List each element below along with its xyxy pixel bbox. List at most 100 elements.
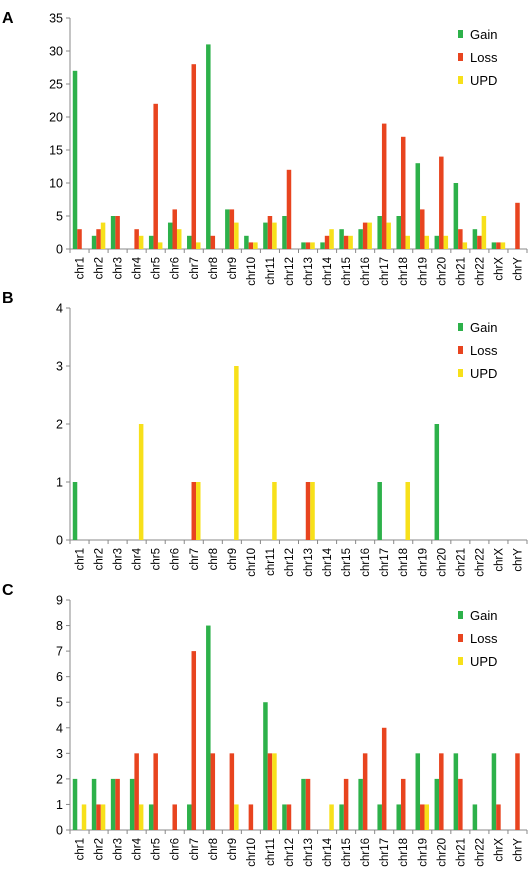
x-tick-label: chr16 [360,548,372,577]
bar-gain [263,702,268,830]
legend-label-loss: Loss [470,343,498,358]
bar-upd [138,804,144,830]
y-tick-label: 30 [49,45,63,59]
x-tick-label: chr14 [322,547,334,576]
bar-upd [310,242,315,249]
bar-gain [434,235,440,249]
legend-swatch-loss [458,346,463,354]
bar-loss [381,727,387,830]
bar-gain [206,44,211,250]
x-tick-label: chr3 [113,257,125,279]
y-tick-label: 3 [56,360,63,374]
bar-loss [229,209,235,249]
bar-upd [424,804,430,830]
x-tick-label: chr6 [170,257,182,279]
bar-loss [210,235,216,249]
bar-gain [472,229,478,249]
legend-swatch-gain [458,30,463,38]
x-tick-label: chr9 [227,838,239,860]
x-tick-label: chr16 [360,257,372,286]
bar-loss [343,235,349,249]
bar-upd [196,242,201,249]
bar-loss [458,229,463,249]
x-tick-label: chr7 [189,548,201,570]
bar-upd [405,482,410,540]
x-tick-label: chr22 [474,838,486,867]
bar-gain [339,804,344,830]
bar-upd [272,482,277,540]
x-tick-label: chr14 [322,837,334,866]
y-tick-label: 5 [56,696,63,710]
bar-upd [234,804,239,830]
bar-gain [396,216,401,249]
x-tick-label: chr12 [284,548,296,577]
y-tick-label: 6 [56,670,63,684]
x-tick-label: chr20 [436,548,448,577]
bar-loss [286,169,292,249]
bar-upd [424,235,430,249]
bar-gain [72,482,78,540]
bar-gain [187,235,192,249]
bar-upd [367,222,372,249]
bar-upd [500,242,506,249]
bar-gain [491,242,497,249]
x-tick-label: chr21 [455,838,467,867]
bar-loss [153,103,158,249]
x-tick-label: chr4 [132,256,144,279]
bar-loss [115,216,120,249]
bar-gain [377,216,382,249]
bar-loss [458,778,463,830]
x-tick-label: chr2 [94,838,106,860]
y-tick-label: 2 [56,772,63,786]
x-tick-label: chr6 [170,548,182,570]
y-tick-label: 15 [49,144,63,158]
chart-panel-a: 0 5 10 15 20 25 30 35 chr1 chr2 chr3 chr4 chr5 chr6 ch… [49,12,528,286]
bar-upd [329,804,334,830]
bar-gain [282,216,287,249]
bar-gain [282,804,287,830]
bar-gain [377,804,382,830]
chart-panel-b: 0 1 2 3 4 chr1 chr2 chr3 chr4 chr5 chr6 chr7 chr8 chr… [56,302,528,577]
bar-loss [496,804,501,830]
y-tick-label: 20 [49,111,63,125]
y-tick-label: 35 [49,12,63,26]
bar-loss [362,222,368,249]
bar-upd [196,482,201,540]
bar-loss [134,753,139,830]
panel-label-a: A [2,10,14,27]
x-tick-label: chr5 [151,548,163,570]
bar-upd [405,235,410,249]
bar-gain [129,778,135,830]
bar-loss [286,804,292,830]
x-tick-label: chr13 [303,257,315,286]
x-tick-label: chr19 [417,838,429,867]
legend-label-loss: Loss [470,50,498,65]
bar-loss [515,753,520,830]
x-tick-label: chr13 [303,548,315,577]
x-tick-label: chr10 [246,838,258,867]
bar-loss [515,202,520,249]
bar-gain [110,216,116,249]
bar-gain [415,753,421,830]
bar-loss [362,753,368,830]
x-tick-label: chr18 [398,838,410,867]
bar-loss [305,242,311,249]
bar-loss [77,229,82,249]
x-tick-label: chrY [512,257,524,281]
bar-gain [244,235,249,249]
bar-upd [100,804,106,830]
x-tick-label: chr18 [398,257,410,286]
bar-loss [496,242,501,249]
bar-gain [110,778,116,830]
y-tick-label: 10 [49,177,63,191]
bar-loss [324,235,330,249]
x-tick-label: chr10 [246,257,258,286]
bar-upd [157,242,163,249]
x-tick-label: chr1 [75,838,87,860]
x-tick-label: chr9 [227,257,239,279]
bar-gain [396,804,401,830]
bar-loss [477,235,482,249]
bar-gain [358,778,363,830]
bar-loss [439,156,444,249]
bar-upd [81,804,87,830]
